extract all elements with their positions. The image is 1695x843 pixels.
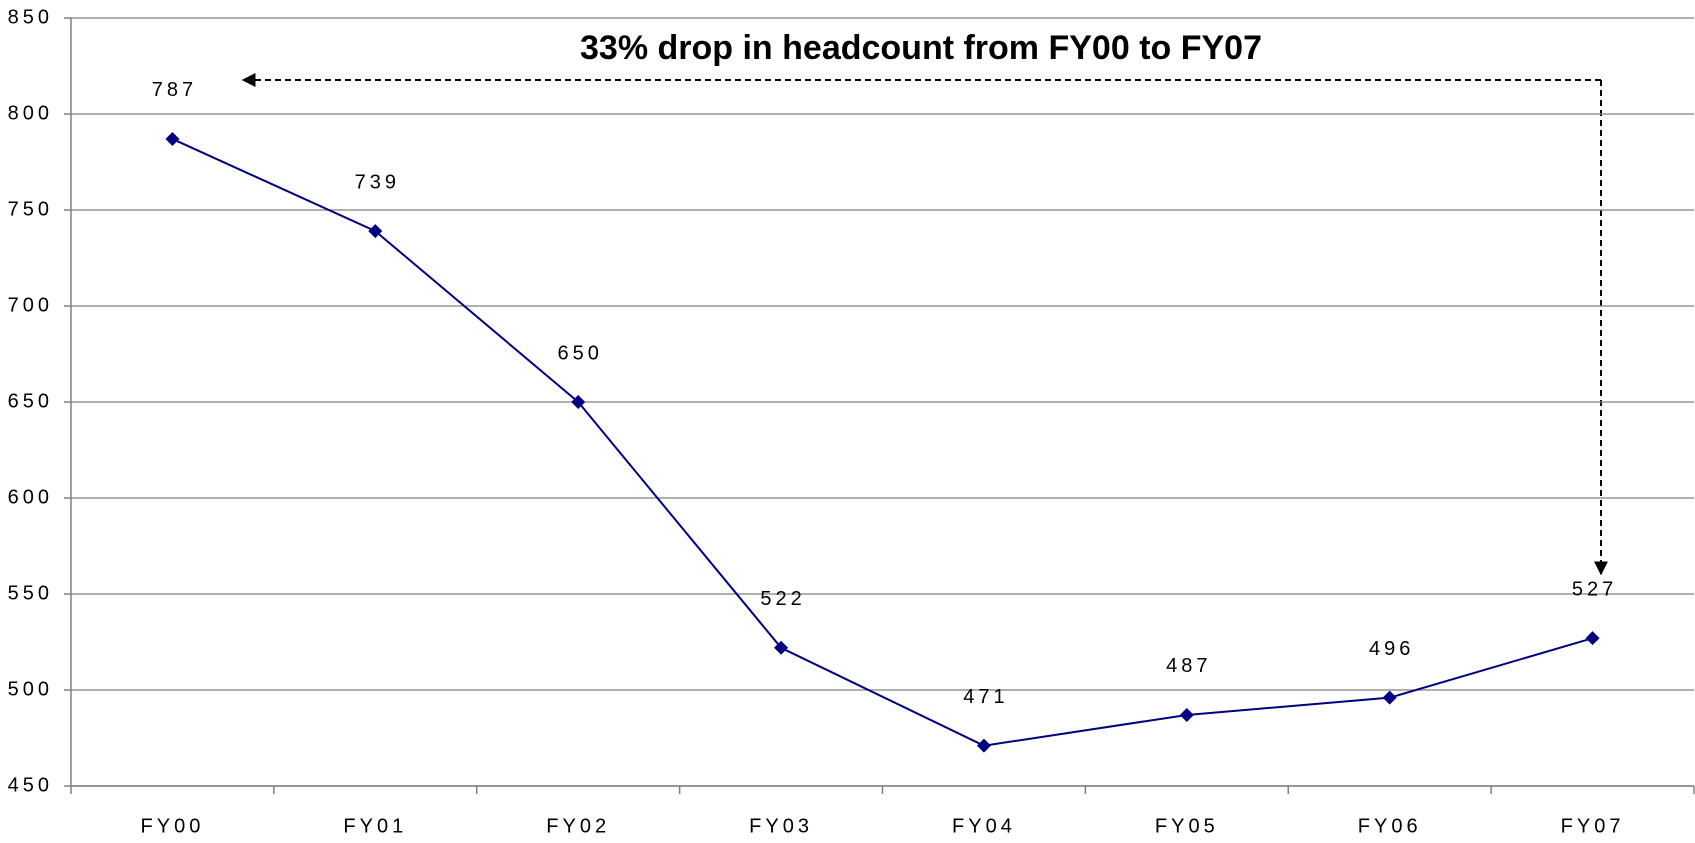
marker	[976, 738, 991, 753]
y-tick-label: 550	[8, 582, 53, 604]
data-label: 471	[963, 686, 1008, 708]
x-tick-label: FY04	[952, 815, 1016, 837]
marker	[1585, 631, 1600, 646]
data-label: 522	[760, 588, 805, 610]
data-label: 739	[355, 171, 400, 193]
y-tick-label: 850	[8, 6, 53, 28]
data-label: 527	[1572, 578, 1617, 600]
x-tick-label: FY06	[1358, 815, 1422, 837]
marker	[774, 640, 789, 655]
marker	[1179, 707, 1194, 722]
data-label: 487	[1166, 655, 1211, 677]
annotation: 33% drop in headcount from FY00 to FY07	[580, 29, 1262, 67]
y-tick-label: 450	[8, 774, 53, 796]
line	[172, 138, 1593, 747]
marker	[1382, 690, 1397, 705]
marker	[368, 224, 383, 239]
data-label: 650	[558, 342, 603, 364]
x-tick-label: FY00	[141, 815, 205, 837]
y-tick-label: 700	[8, 294, 53, 316]
marker	[571, 395, 586, 409]
data-label: 496	[1369, 638, 1414, 660]
x-tick-label: FY03	[749, 815, 813, 837]
y-tick-label: 800	[8, 102, 53, 124]
data-label: 787	[152, 79, 197, 101]
x-tick-label: FY02	[546, 815, 610, 837]
marker	[165, 131, 180, 146]
x-tick-label: FY05	[1155, 815, 1219, 837]
y-tick-label: 750	[8, 198, 53, 220]
x-tick-label: FY07	[1561, 815, 1625, 837]
y-tick-label: 650	[8, 390, 53, 412]
x-tick-label: FY01	[343, 815, 407, 837]
y-tick-label: 600	[8, 486, 53, 508]
y-tick-label: 500	[8, 678, 53, 700]
